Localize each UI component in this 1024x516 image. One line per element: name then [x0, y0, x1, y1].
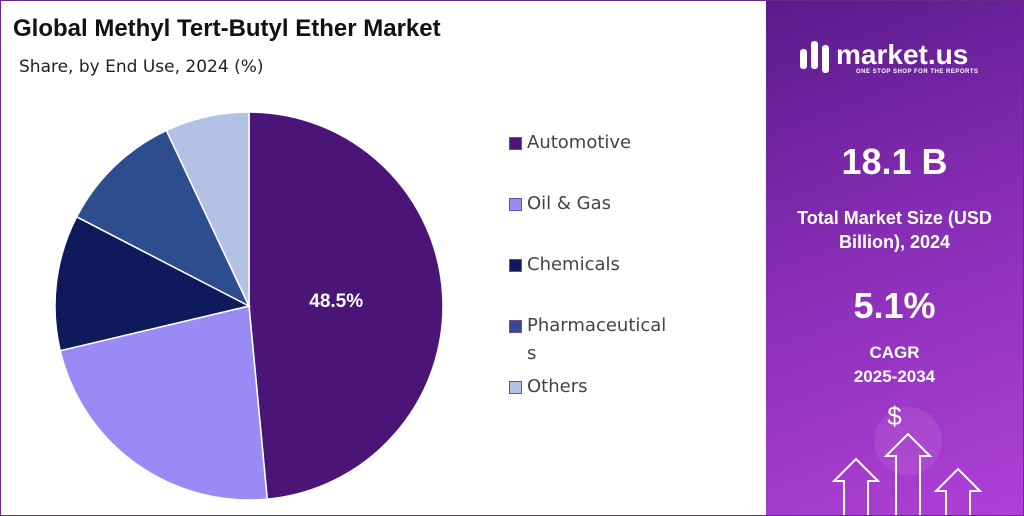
- legend-swatch: [509, 320, 522, 333]
- legend-swatch: [509, 198, 522, 211]
- cagr: 5.1%: [853, 285, 936, 326]
- market-size: 18.1 B: [841, 141, 948, 182]
- legend-swatch: [509, 259, 522, 272]
- data-label: 48.5%: [309, 291, 363, 312]
- legend-item: Oil & Gas: [509, 190, 669, 218]
- panel-decor: [800, 41, 983, 515]
- pie-slice: [248, 111, 444, 500]
- legend-label: Oil & Gas: [527, 193, 612, 214]
- pie-slice: [165, 111, 250, 307]
- market-size-label: Total Market Size (USD Billion), 2024: [797, 208, 992, 252]
- logo-icon: [800, 41, 829, 73]
- icon-symbol: $: [887, 401, 902, 431]
- arrows: [831, 432, 983, 515]
- legend-label: Chemicals: [527, 254, 620, 275]
- icon-circle: [874, 407, 942, 475]
- pie-slice: [54, 215, 252, 352]
- legend-swatch: [509, 137, 522, 150]
- tagline: ONE STOP SHOP FOR THE REPORTS: [856, 69, 979, 75]
- cagr-label: CAGR 2025-2034: [853, 343, 936, 386]
- legend-item: Pharmaceuticals: [509, 312, 669, 368]
- legend-swatch: [509, 381, 522, 394]
- brand: market.us: [836, 39, 969, 70]
- legend-label: Others: [527, 376, 588, 397]
- pie-slice: [75, 129, 251, 308]
- legend-label: Pharmaceuticals: [527, 315, 667, 364]
- chart-title: Global Methyl Tert-Butyl Ether Market: [13, 15, 441, 42]
- legend-item: Chemicals: [509, 251, 669, 279]
- chart-subtitle: Share, by End Use, 2024 (%): [19, 57, 264, 77]
- legend-item: Automotive: [509, 129, 669, 157]
- pie-chart: 48.5%: [54, 111, 444, 501]
- legend-label: Automotive: [527, 132, 632, 153]
- legend-item: Others: [509, 373, 669, 401]
- side-panel: market.us ONE STOP SHOP FOR THE REPORTS …: [766, 1, 1023, 515]
- pie-slice: [59, 305, 269, 501]
